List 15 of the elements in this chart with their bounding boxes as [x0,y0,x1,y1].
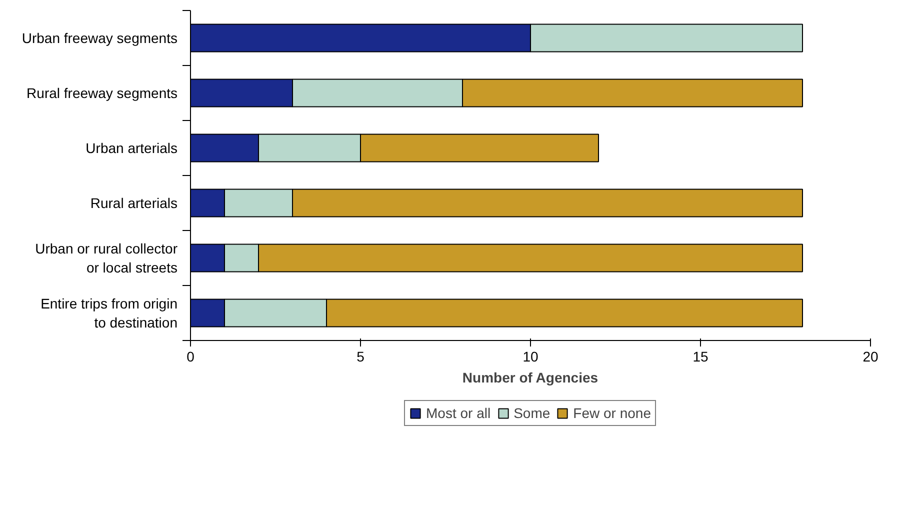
y-tick-label: Entire trips from origin to destination [40,295,178,331]
x-tick-label: 0 [186,348,195,364]
x-tick-label: 20 [862,348,878,364]
y-tick-label: Rural arterials [90,195,178,211]
legend-label: Most or all [426,405,491,421]
x-tick-label: 15 [692,348,708,364]
y-tick-label: Urban or rural collector or local streets [35,240,178,276]
x-tick-label: 10 [522,348,538,364]
legend-label: Few or none [573,405,651,421]
x-tick-label: 5 [356,348,365,364]
legend-label: Some [514,405,550,421]
y-tick-label: Urban arterials [86,140,178,156]
y-tick-label: Rural freeway segments [26,85,178,101]
y-tick-label: Urban freeway segments [22,30,178,46]
x-axis-title: Number of Agencies [462,370,598,386]
